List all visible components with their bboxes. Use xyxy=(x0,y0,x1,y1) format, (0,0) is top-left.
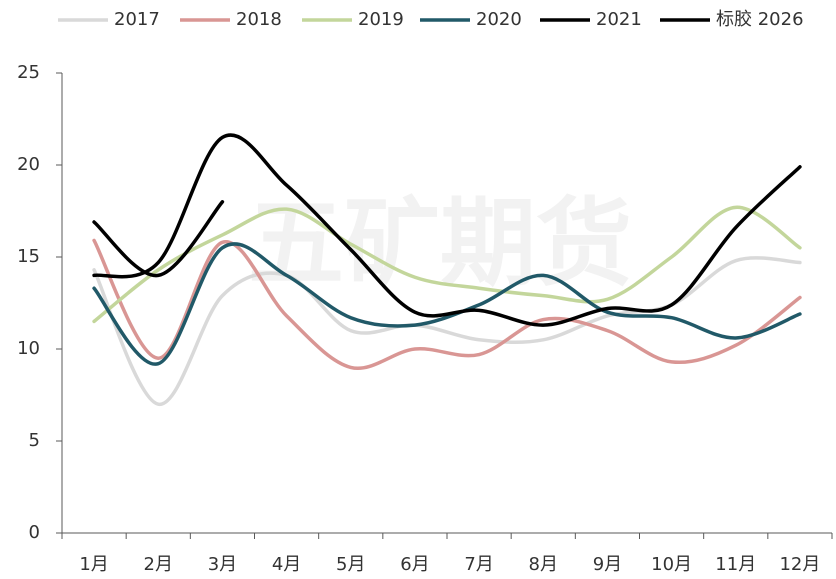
x-tick-label: 4月 xyxy=(272,554,301,575)
y-tick-label: 15 xyxy=(17,246,40,267)
series-line xyxy=(92,200,225,278)
x-tick-label: 9月 xyxy=(593,554,622,575)
x-tick-label: 6月 xyxy=(400,554,429,575)
legend-label: 2018 xyxy=(236,9,282,30)
x-tick-label: 8月 xyxy=(529,554,558,575)
series-line xyxy=(92,238,802,371)
x-tick-label: 11月 xyxy=(715,554,756,575)
x-tick-label: 2月 xyxy=(144,554,173,575)
x-tick-label: 5月 xyxy=(336,554,365,575)
legend-label: 2020 xyxy=(476,9,522,30)
series-line xyxy=(92,205,802,324)
y-tick-label: 20 xyxy=(17,154,40,175)
legend-label: 2019 xyxy=(358,9,404,30)
x-tick-label: 3月 xyxy=(208,554,237,575)
watermark: 五矿期货 xyxy=(248,187,632,299)
y-tick-label: 10 xyxy=(17,338,40,359)
x-tick-label: 1月 xyxy=(79,554,108,575)
x-tick-label: 10月 xyxy=(651,554,692,575)
legend-label: 2017 xyxy=(114,9,160,30)
series-line xyxy=(92,133,802,327)
legend-label: 标胶 2026 xyxy=(716,9,804,30)
y-tick-label: 5 xyxy=(29,430,40,451)
x-tick-label: 7月 xyxy=(464,554,493,575)
x-tick-label: 12月 xyxy=(779,554,820,575)
legend-label: 2021 xyxy=(596,9,642,30)
y-tick-label: 25 xyxy=(17,62,40,83)
series-line xyxy=(92,242,802,366)
y-tick-label: 0 xyxy=(29,522,40,543)
